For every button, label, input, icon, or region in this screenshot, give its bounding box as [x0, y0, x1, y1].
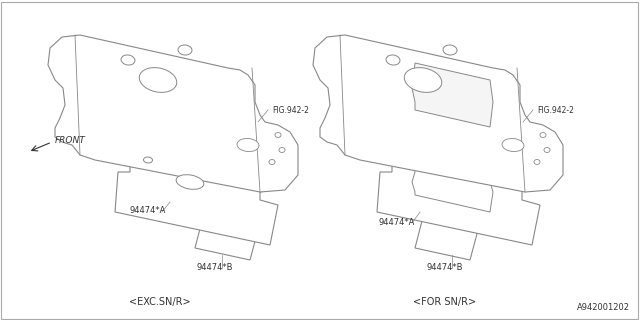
Ellipse shape — [275, 132, 281, 138]
Polygon shape — [412, 63, 493, 127]
Ellipse shape — [269, 159, 275, 164]
Ellipse shape — [143, 157, 152, 163]
Text: FRONT: FRONT — [55, 135, 86, 145]
Polygon shape — [415, 217, 478, 260]
Ellipse shape — [534, 159, 540, 164]
Text: FIG.942-2: FIG.942-2 — [272, 106, 309, 115]
Ellipse shape — [140, 68, 177, 92]
Ellipse shape — [279, 148, 285, 153]
Ellipse shape — [178, 45, 192, 55]
Text: 94474*B: 94474*B — [427, 263, 463, 272]
Ellipse shape — [502, 139, 524, 152]
Ellipse shape — [544, 148, 550, 153]
Polygon shape — [377, 118, 540, 245]
Polygon shape — [195, 217, 258, 260]
Polygon shape — [48, 35, 298, 192]
Text: <FOR SN/R>: <FOR SN/R> — [413, 297, 477, 307]
Ellipse shape — [540, 132, 546, 138]
Polygon shape — [412, 138, 493, 212]
Ellipse shape — [443, 45, 457, 55]
Text: 94474*A: 94474*A — [379, 218, 415, 227]
Text: <EXC.SN/R>: <EXC.SN/R> — [129, 297, 191, 307]
Ellipse shape — [176, 175, 204, 189]
Polygon shape — [313, 35, 563, 192]
Ellipse shape — [386, 55, 400, 65]
Text: 94474*A: 94474*A — [130, 206, 166, 215]
Polygon shape — [115, 138, 278, 245]
Text: A942001202: A942001202 — [577, 303, 630, 312]
Ellipse shape — [404, 68, 442, 92]
Ellipse shape — [121, 55, 135, 65]
Ellipse shape — [237, 139, 259, 152]
Text: FIG.942-2: FIG.942-2 — [537, 106, 574, 115]
Text: 94474*B: 94474*B — [196, 263, 233, 272]
